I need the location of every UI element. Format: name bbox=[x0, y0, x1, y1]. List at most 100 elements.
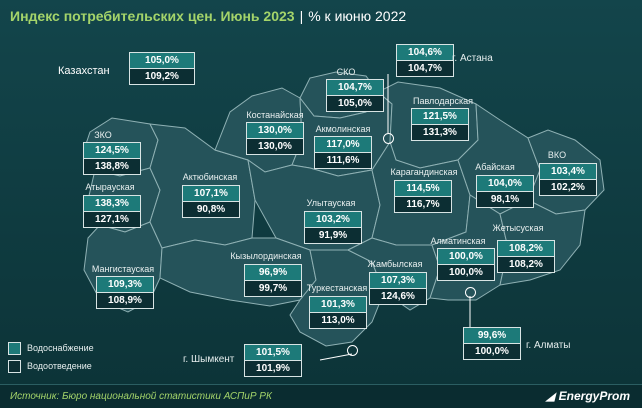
atyrau-label: Атырауская bbox=[85, 182, 135, 192]
zhambyl-supply: 107,3% bbox=[370, 273, 426, 288]
turkestan-values: 101,3% 113,0% bbox=[309, 296, 367, 329]
akmola-values: 117,0% 111,6% bbox=[314, 136, 372, 169]
astana-city-marker bbox=[383, 133, 394, 144]
pavlodar-supply: 121,5% bbox=[412, 109, 468, 124]
almaty-city-label: г. Алматы bbox=[526, 340, 571, 351]
ulytau-disposal: 91,9% bbox=[305, 227, 361, 243]
kostanay-values: 130,0% 130,0% bbox=[246, 122, 304, 155]
karaganda-disposal: 116,7% bbox=[395, 196, 451, 212]
kyzylorda-label: Кызылординская bbox=[230, 251, 302, 261]
almaty-city-disposal: 100,0% bbox=[464, 343, 520, 359]
shymkent-label: г. Шымкент bbox=[183, 354, 235, 365]
abay-values: 104,0% 98,1% bbox=[476, 175, 534, 208]
mangistau-supply: 109,3% bbox=[97, 277, 153, 292]
shymkent-supply: 101,5% bbox=[245, 345, 301, 360]
vko-disposal: 102,2% bbox=[540, 179, 596, 195]
mangistau-values: 109,3% 108,9% bbox=[96, 276, 154, 309]
turkestan-label: Туркестанская bbox=[306, 283, 368, 293]
pavlodar-label: Павлодарская bbox=[413, 96, 473, 106]
energyprom-logo-icon: ◢ bbox=[546, 391, 555, 403]
abay-supply: 104,0% bbox=[477, 176, 533, 191]
akmola-label: Акмолинская bbox=[315, 124, 371, 134]
almaty-city-values: 99,6% 100,0% bbox=[463, 327, 521, 360]
zhetysu-values: 108,2% 108,2% bbox=[497, 240, 555, 273]
karaganda-values: 114,5% 116,7% bbox=[394, 180, 452, 213]
akmola-disposal: 111,6% bbox=[315, 152, 371, 168]
legend-disposal-swatch bbox=[8, 360, 21, 373]
vko-supply: 103,4% bbox=[540, 164, 596, 179]
zhambyl-label: Жамбылская bbox=[367, 259, 423, 269]
legend-water-supply: Водоснабжение bbox=[8, 342, 94, 355]
almaty-region-disposal: 100,0% bbox=[438, 264, 494, 280]
turkestan-supply: 101,3% bbox=[310, 297, 366, 312]
vko-label: ВКО bbox=[547, 150, 567, 160]
source-text: Источник: Бюро национальной статистики А… bbox=[10, 391, 272, 402]
brand: ◢ EnergyProm bbox=[546, 389, 630, 403]
zko-values: 124,5% 138,8% bbox=[83, 142, 141, 175]
kostanay-disposal: 130,0% bbox=[247, 138, 303, 154]
legend-supply-label: Водоснабжение bbox=[27, 342, 94, 353]
sko-values: 104,7% 105,0% bbox=[326, 79, 384, 112]
zhambyl-values: 107,3% 124,6% bbox=[369, 272, 427, 305]
aktobe-values: 107,1% 90,8% bbox=[182, 185, 240, 218]
astana-label: г. Астана bbox=[452, 53, 493, 64]
atyrau-supply: 138,3% bbox=[84, 196, 140, 211]
almaty-city-marker bbox=[465, 287, 476, 298]
page-title: Индекс потребительских цен. Июнь 2023 |% … bbox=[10, 8, 406, 24]
pavlodar-disposal: 131,3% bbox=[412, 124, 468, 140]
footer: Источник: Бюро национальной статистики А… bbox=[0, 384, 642, 408]
title-subtitle: % к июню 2022 bbox=[308, 8, 407, 24]
akmola-supply: 117,0% bbox=[315, 137, 371, 152]
atyrau-values: 138,3% 127,1% bbox=[83, 195, 141, 228]
ulytau-label: Улытауская bbox=[306, 198, 356, 208]
zhetysu-disposal: 108,2% bbox=[498, 256, 554, 272]
ulytau-values: 103,2% 91,9% bbox=[304, 211, 362, 244]
karaganda-label: Карагандинская bbox=[390, 167, 458, 177]
sko-label: СКО bbox=[336, 67, 356, 77]
aktobe-supply: 107,1% bbox=[183, 186, 239, 201]
zhetysu-supply: 108,2% bbox=[498, 241, 554, 256]
legend-water-disposal: Водоотведение bbox=[8, 360, 92, 373]
legend-supply-swatch bbox=[8, 342, 21, 355]
kostanay-supply: 130,0% bbox=[247, 123, 303, 138]
pavlodar-values: 121,5% 131,3% bbox=[411, 108, 469, 141]
zhambyl-disposal: 124,6% bbox=[370, 288, 426, 304]
kyzylorda-supply: 96,9% bbox=[245, 265, 301, 280]
zhetysu-label: Жетысуская bbox=[492, 223, 544, 233]
sko-supply: 104,7% bbox=[327, 80, 383, 95]
karaganda-supply: 114,5% bbox=[395, 181, 451, 196]
turkestan-disposal: 113,0% bbox=[310, 312, 366, 328]
kazakhstan-supply: 105,0% bbox=[130, 53, 194, 68]
title-separator: | bbox=[299, 8, 304, 24]
kostanay-label: Костанайская bbox=[246, 110, 304, 120]
aktobe-disposal: 90,8% bbox=[183, 201, 239, 217]
aktobe-label: Актюбинская bbox=[182, 172, 238, 182]
shymkent-city-marker bbox=[347, 345, 358, 356]
vko-values: 103,4% 102,2% bbox=[539, 163, 597, 196]
zko-disposal: 138,8% bbox=[84, 158, 140, 174]
kyzylorda-disposal: 99,7% bbox=[245, 280, 301, 296]
almaty-region-label: Алматинская bbox=[430, 236, 486, 246]
ulytau-supply: 103,2% bbox=[305, 212, 361, 227]
mangistau-disposal: 108,9% bbox=[97, 292, 153, 308]
astana-values: 104,6% 104,7% bbox=[396, 44, 454, 77]
astana-supply: 104,6% bbox=[397, 45, 453, 60]
sko-disposal: 105,0% bbox=[327, 95, 383, 111]
legend-disposal-label: Водоотведение bbox=[27, 360, 92, 371]
kyzylorda-values: 96,9% 99,7% bbox=[244, 264, 302, 297]
zko-supply: 124,5% bbox=[84, 143, 140, 158]
kazakhstan-label: Казахстан bbox=[58, 65, 110, 77]
almaty-region-supply: 100,0% bbox=[438, 249, 494, 264]
almaty-city-supply: 99,6% bbox=[464, 328, 520, 343]
almaty-region-values: 100,0% 100,0% bbox=[437, 248, 495, 281]
brand-name: EnergyProm bbox=[558, 389, 630, 403]
atyrau-disposal: 127,1% bbox=[84, 211, 140, 227]
mangistau-label: Мангистауская bbox=[91, 264, 155, 274]
shymkent-values: 101,5% 101,9% bbox=[244, 344, 302, 377]
kazakhstan-disposal: 109,2% bbox=[130, 68, 194, 84]
shymkent-disposal: 101,9% bbox=[245, 360, 301, 376]
abay-disposal: 98,1% bbox=[477, 191, 533, 207]
zko-label: ЗКО bbox=[94, 130, 112, 140]
kazakhstan-values: 105,0% 109,2% bbox=[129, 52, 195, 85]
